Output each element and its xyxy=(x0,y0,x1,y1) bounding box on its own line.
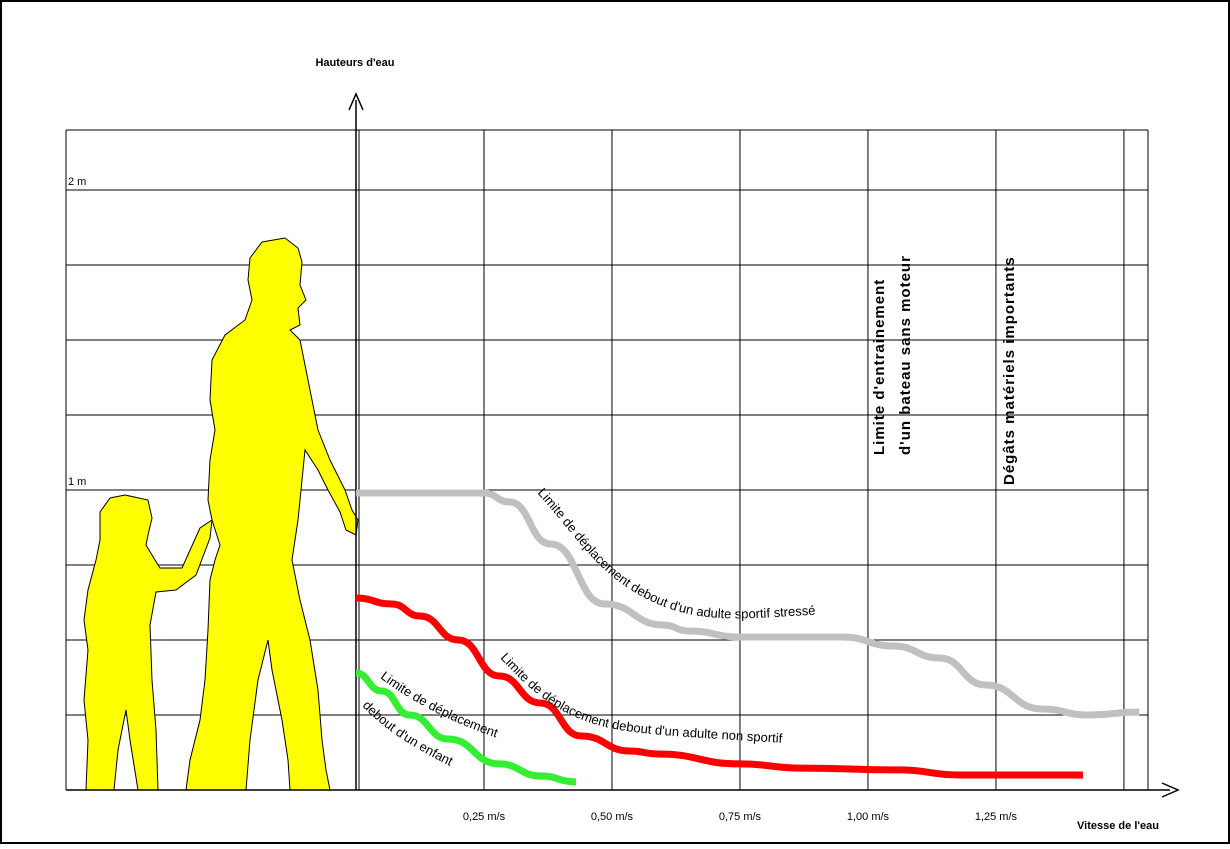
x-tick-label: 1,00 m/s xyxy=(847,811,890,823)
y-tick-label: 2 m xyxy=(68,176,86,188)
x-tick-label: 1,25 m/s xyxy=(975,811,1018,823)
frame xyxy=(1,1,1229,843)
adult-silhouette xyxy=(186,238,358,790)
x-tick-label: 0,75 m/s xyxy=(719,811,762,823)
series-line xyxy=(356,493,1139,715)
y-axis-title: Hauteurs d'eau xyxy=(315,57,394,69)
curve-label-text: Limite de déplacement debout d'un adulte… xyxy=(535,485,816,621)
x-axis-title: Vitesse de l'eau xyxy=(1077,820,1159,832)
curve-label: Limite de déplacement debout d'un adulte… xyxy=(535,485,816,621)
x-tick-label: 0,25 m/s xyxy=(463,811,506,823)
annotation: Limite d'entrainement xyxy=(871,279,888,455)
x-tick-label: 0,50 m/s xyxy=(591,811,634,823)
series-line xyxy=(356,598,1083,775)
silhouettes xyxy=(84,238,358,790)
child-silhouette xyxy=(84,495,212,790)
y-tick-label: 1 m xyxy=(68,476,86,488)
annotation: d'un bateau sans moteur xyxy=(897,255,914,455)
annotation: Dégâts matériels importants xyxy=(1001,256,1018,485)
chart: Hauteurs d'eau Vitesse de l'eau Limite d… xyxy=(0,0,1230,844)
